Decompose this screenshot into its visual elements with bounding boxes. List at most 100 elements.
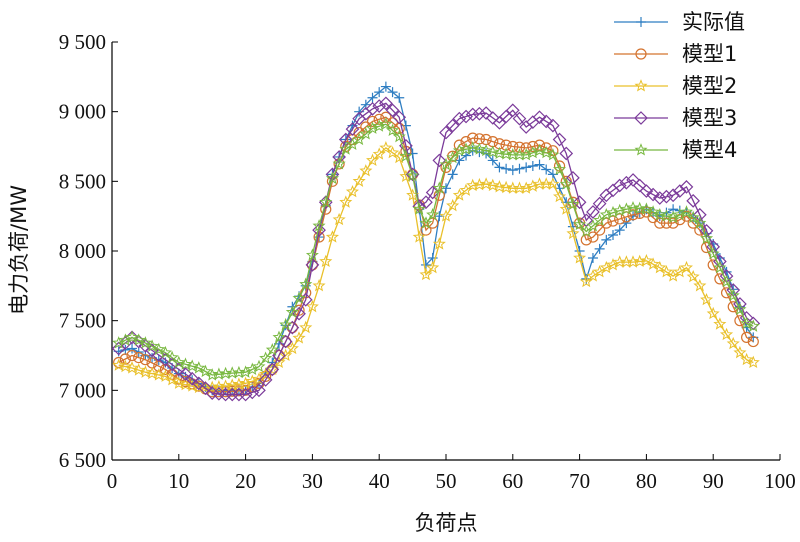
- data-point: [145, 366, 159, 380]
- data-point: [178, 357, 192, 370]
- data-point: [426, 207, 440, 221]
- data-point: [466, 178, 480, 192]
- data-point: [654, 217, 666, 229]
- data-point: [659, 209, 673, 222]
- legend-marker: [634, 79, 648, 92]
- data-point: [459, 109, 473, 124]
- data-point: [319, 195, 333, 208]
- data-point: [646, 205, 660, 218]
- data-point: [507, 165, 518, 176]
- data-point: [521, 162, 532, 173]
- data-point: [127, 343, 138, 354]
- legend-item: 实际值: [614, 10, 745, 34]
- data-point: [679, 180, 694, 194]
- data-point: [447, 169, 458, 180]
- data-point: [532, 110, 547, 125]
- data-point: [686, 269, 700, 283]
- data-point: [505, 103, 520, 118]
- data-point: [299, 320, 313, 334]
- y-axis-ticks: 6 500 7 000 7 500 8 000 8 500 9 000 9 500: [59, 30, 118, 472]
- data-point: [746, 355, 760, 368]
- legend-item: 模型1: [614, 42, 737, 66]
- x-tick-label: 40: [369, 469, 390, 493]
- data-point: [626, 255, 640, 268]
- data-point: [719, 327, 734, 341]
- data-point: [706, 246, 720, 260]
- data-point: [299, 277, 313, 291]
- data-point: [520, 142, 532, 154]
- data-point: [374, 87, 385, 98]
- data-point: [446, 150, 460, 164]
- data-point: [139, 354, 151, 366]
- series-line: [118, 123, 754, 376]
- legend-item: 模型4: [614, 138, 737, 162]
- data-point: [541, 164, 552, 175]
- data-point: [285, 341, 299, 355]
- data-point: [385, 103, 400, 118]
- data-point: [387, 87, 398, 98]
- data-point: [312, 278, 326, 292]
- data-point: [740, 316, 754, 329]
- data-point: [365, 102, 380, 116]
- data-point: [466, 141, 480, 154]
- x-tick-label: 90: [703, 469, 724, 493]
- data-point: [125, 330, 139, 343]
- data-point: [367, 92, 378, 103]
- data-point: [165, 373, 179, 386]
- legend-label: 模型3: [682, 106, 737, 130]
- data-point: [427, 217, 439, 229]
- data-point: [138, 336, 152, 349]
- data-point: [225, 387, 240, 402]
- data-point: [319, 254, 333, 267]
- data-point: [439, 125, 453, 140]
- data-point: [172, 376, 186, 389]
- data-point: [633, 201, 647, 215]
- data-point: [138, 365, 152, 378]
- data-point: [747, 335, 759, 348]
- data-point: [292, 291, 306, 304]
- x-axis-title: 负荷点: [415, 511, 478, 535]
- x-tick-label: 20: [235, 469, 256, 493]
- data-point: [265, 343, 279, 356]
- data-point: [686, 210, 700, 224]
- data-point: [740, 352, 754, 366]
- data-point: [380, 111, 392, 123]
- x-tick-label: 0: [107, 469, 118, 493]
- data-point: [733, 345, 747, 359]
- data-point: [559, 146, 574, 161]
- data-point: [693, 278, 707, 292]
- data-point: [666, 188, 680, 203]
- data-point: [153, 355, 164, 366]
- x-tick-label: 10: [168, 469, 189, 493]
- data-point: [145, 339, 159, 352]
- data-point: [372, 99, 387, 113]
- data-point: [659, 265, 674, 278]
- data-point: [232, 387, 246, 402]
- x-tick-label: 70: [569, 469, 590, 493]
- data-point: [639, 253, 653, 267]
- y-axis-title: 电力负荷/MW: [7, 185, 31, 315]
- legend-marker: [635, 48, 647, 60]
- legend-marker: [634, 143, 648, 156]
- data-point: [394, 92, 405, 103]
- data-point: [199, 364, 213, 378]
- data-point: [646, 187, 660, 202]
- data-point: [501, 163, 512, 174]
- data-point: [487, 155, 498, 166]
- data-point: [459, 142, 473, 155]
- data-point: [632, 178, 647, 193]
- data-point: [639, 202, 653, 215]
- x-tick-label: 30: [302, 469, 323, 493]
- series-3: [112, 141, 760, 394]
- data-point: [594, 243, 605, 254]
- data-point: [566, 171, 580, 185]
- data-point: [119, 353, 131, 365]
- data-point: [700, 241, 713, 254]
- data-point: [345, 122, 360, 136]
- data-point: [539, 114, 554, 129]
- data-point: [245, 385, 260, 400]
- data-point: [706, 306, 720, 320]
- data-point: [285, 305, 299, 318]
- data-point: [332, 157, 346, 170]
- y-tick-label: 8 500: [59, 169, 106, 193]
